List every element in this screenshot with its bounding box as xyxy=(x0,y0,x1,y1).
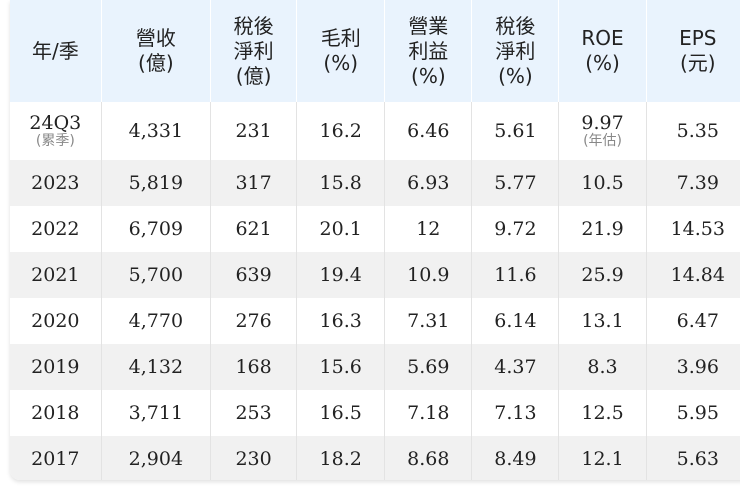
cell-note: (累季) xyxy=(35,133,75,149)
table-cell: 5,819 xyxy=(101,160,212,206)
table-cell: 6.46 xyxy=(384,102,473,160)
table-cell: 621 xyxy=(210,206,298,252)
table-cell: 10.5 xyxy=(558,160,647,206)
table-row: 2018 3,711 253 16.5 7.18 7.13 12.5 5.95 xyxy=(10,390,740,436)
table-cell: 2017 xyxy=(10,436,102,480)
table-cell: 253 xyxy=(210,390,298,436)
table-cell: 24Q3 (累季) xyxy=(10,102,102,160)
table-body: 24Q3 (累季) 4,331 231 16.2 6.46 5.61 9.97 (年估) 5.35… xyxy=(10,102,740,480)
header-row: 年/季 營收 (億) 稅後 淨利 (億) 毛利 (%) 營業 利益 (%) 稅後 淨利 (… xyxy=(10,0,740,102)
table-cell: 13.1 xyxy=(558,298,647,344)
table-cell: 4,331 xyxy=(101,102,212,160)
column-header: 毛利 (%) xyxy=(296,0,386,102)
table-cell: 2023 xyxy=(10,160,102,206)
table-cell: 5.61 xyxy=(471,102,560,160)
table-cell: 4,770 xyxy=(101,298,212,344)
table-cell: 2022 xyxy=(10,206,102,252)
table-cell: 14.53 xyxy=(646,206,740,252)
table-cell: 3.96 xyxy=(646,344,740,390)
table-cell: 2019 xyxy=(10,344,102,390)
table-cell: 4,132 xyxy=(101,344,212,390)
table-cell: 3,711 xyxy=(101,390,212,436)
table-cell: 6.93 xyxy=(384,160,473,206)
table-cell: 5.95 xyxy=(646,390,740,436)
table-row: 2021 5,700 639 19.4 10.9 11.6 25.9 14.84 xyxy=(10,252,740,298)
table-cell: 7.13 xyxy=(471,390,560,436)
column-header: 稅後 淨利 (億) xyxy=(210,0,298,102)
table-cell: 5.63 xyxy=(646,436,740,480)
table-cell: 4.37 xyxy=(471,344,560,390)
column-header: 稅後 淨利 (%) xyxy=(471,0,560,102)
table-cell: 7.18 xyxy=(384,390,473,436)
table-cell: 317 xyxy=(210,160,298,206)
table-cell: 18.2 xyxy=(296,436,386,480)
cell-value: 9.97 xyxy=(581,112,624,134)
financial-table: 年/季 營收 (億) 稅後 淨利 (億) 毛利 (%) 營業 利益 (%) 稅後 淨利 (… xyxy=(10,0,740,480)
table-card: 年/季 營收 (億) 稅後 淨利 (億) 毛利 (%) 營業 利益 (%) 稅後 淨利 (… xyxy=(10,0,740,480)
table-cell: 10.9 xyxy=(384,252,473,298)
table-cell: 6,709 xyxy=(101,206,212,252)
table-cell: 16.2 xyxy=(296,102,386,160)
table-cell: 276 xyxy=(210,298,298,344)
table-header: 年/季 營收 (億) 稅後 淨利 (億) 毛利 (%) 營業 利益 (%) 稅後 淨利 (… xyxy=(10,0,740,102)
table-cell: 5.77 xyxy=(471,160,560,206)
cell-value: 24Q3 xyxy=(29,112,82,134)
column-header: EPS (元) xyxy=(646,0,740,102)
table-cell: 230 xyxy=(210,436,298,480)
column-header: ROE (%) xyxy=(558,0,647,102)
table-cell: 5,700 xyxy=(101,252,212,298)
table-cell: 6.14 xyxy=(471,298,560,344)
table-row: 2020 4,770 276 16.3 7.31 6.14 13.1 6.47 xyxy=(10,298,740,344)
table-cell: 8.49 xyxy=(471,436,560,480)
table-row: 2023 5,819 317 15.8 6.93 5.77 10.5 7.39 xyxy=(10,160,740,206)
table-cell: 8.3 xyxy=(558,344,647,390)
table-cell: 15.6 xyxy=(296,344,386,390)
table-cell: 19.4 xyxy=(296,252,386,298)
table-cell: 14.84 xyxy=(646,252,740,298)
table-cell: 15.8 xyxy=(296,160,386,206)
table-cell: 2021 xyxy=(10,252,102,298)
column-header: 營收 (億) xyxy=(101,0,212,102)
table-cell: 5.69 xyxy=(384,344,473,390)
table-cell: 168 xyxy=(210,344,298,390)
table-cell: 12.1 xyxy=(558,436,647,480)
table-cell: 2020 xyxy=(10,298,102,344)
table-cell: 231 xyxy=(210,102,298,160)
cell-note: (年估) xyxy=(583,133,622,149)
table-cell: 8.68 xyxy=(384,436,473,480)
table-cell: 20.1 xyxy=(296,206,386,252)
column-header: 年/季 xyxy=(10,0,102,102)
table-cell: 6.47 xyxy=(646,298,740,344)
table-cell: 639 xyxy=(210,252,298,298)
table-cell: 2,904 xyxy=(101,436,212,480)
table-cell: 16.3 xyxy=(296,298,386,344)
table-cell: 12 xyxy=(384,206,473,252)
column-header: 營業 利益 (%) xyxy=(384,0,473,102)
table-cell: 9.72 xyxy=(471,206,560,252)
table-cell: 12.5 xyxy=(558,390,647,436)
table-cell: 2018 xyxy=(10,390,102,436)
table-cell: 16.5 xyxy=(296,390,386,436)
table-cell: 11.6 xyxy=(471,252,560,298)
table-row: 2019 4,132 168 15.6 5.69 4.37 8.3 3.96 xyxy=(10,344,740,390)
table-cell: 5.35 xyxy=(646,102,740,160)
table-cell: 9.97 (年估) xyxy=(558,102,647,160)
table-row: 2017 2,904 230 18.2 8.68 8.49 12.1 5.63 xyxy=(10,436,740,480)
table-cell: 25.9 xyxy=(558,252,647,298)
table-cell: 7.39 xyxy=(646,160,740,206)
table-cell: 21.9 xyxy=(558,206,647,252)
table-row: 2022 6,709 621 20.1 12 9.72 21.9 14.53 xyxy=(10,206,740,252)
table-cell: 7.31 xyxy=(384,298,473,344)
table-row: 24Q3 (累季) 4,331 231 16.2 6.46 5.61 9.97 (年估) 5.35 xyxy=(10,102,740,160)
